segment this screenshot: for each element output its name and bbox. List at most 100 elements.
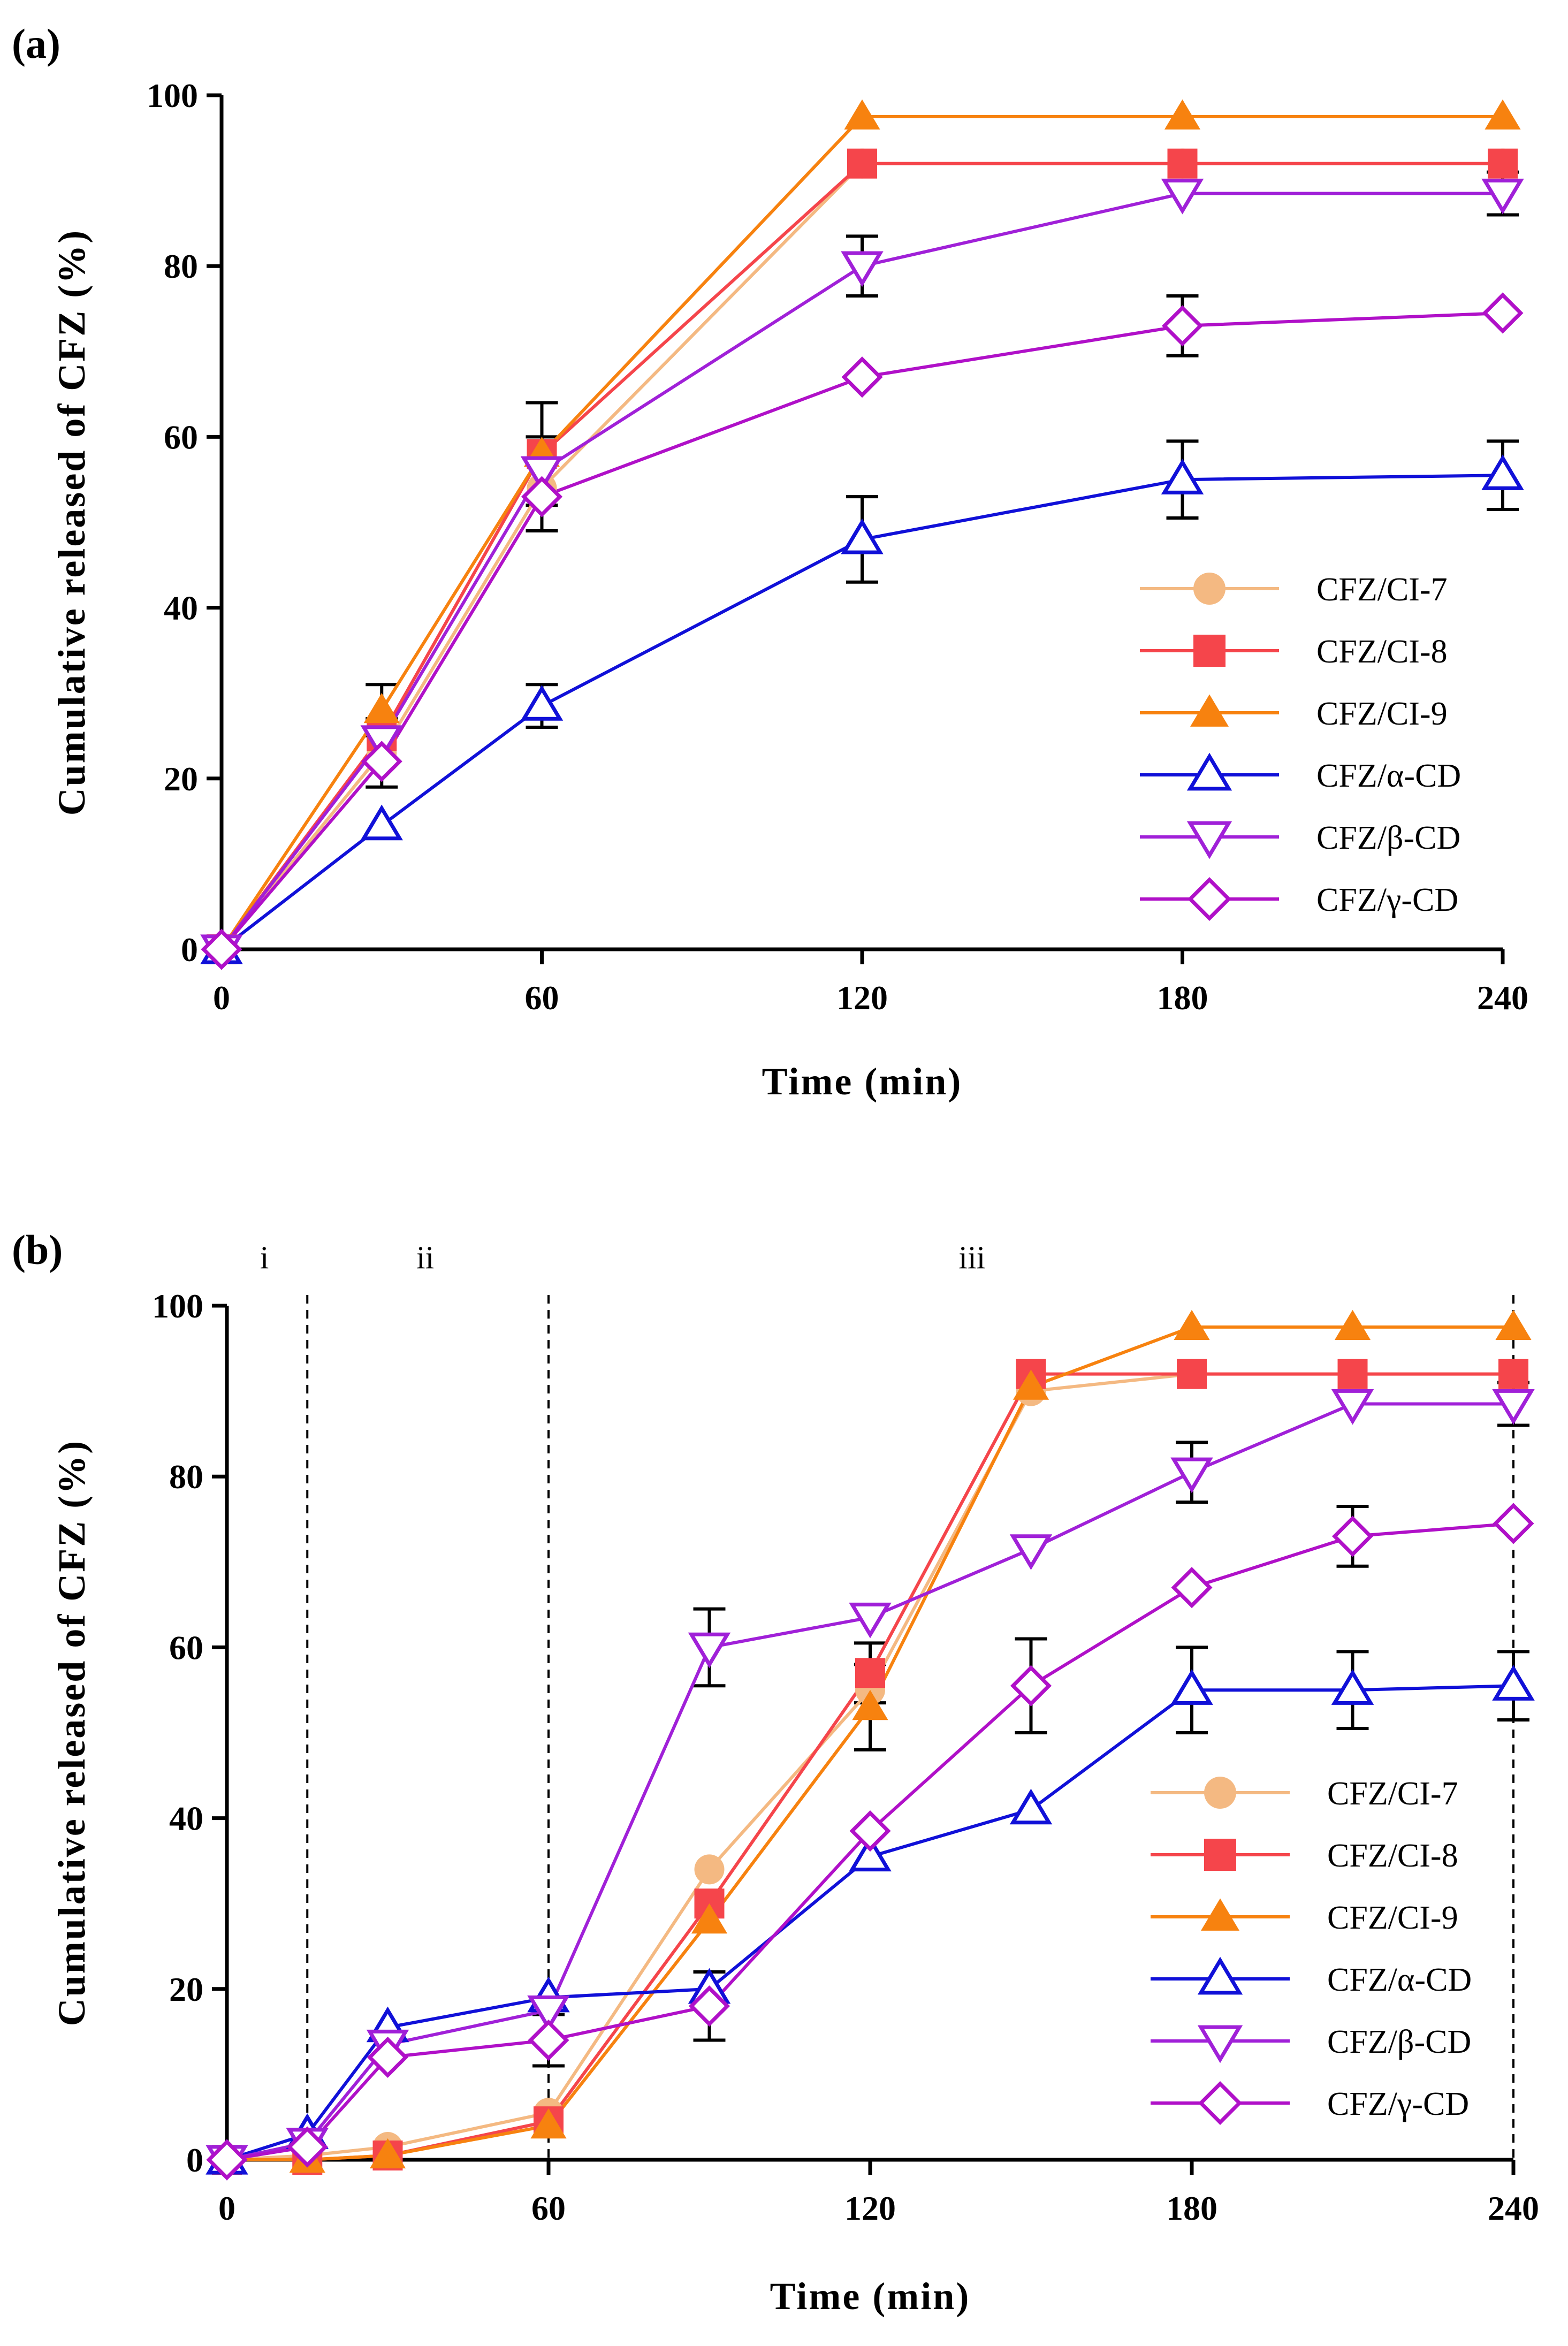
panel-b-y-tick-label: 0 [186,2141,203,2179]
panel-a-legend-label-cfz-beta-cd: CFZ/β-CD [1316,820,1460,856]
panel-b-y-tick-label: 60 [169,1628,203,1666]
panel-b-point-cfz-beta-cd [527,1995,570,2031]
panel-a-legend-marker-cfz-alpha-cd [1186,752,1232,791]
panel-a-legend-label-cfz-ci-7: CFZ/CI-7 [1316,572,1448,608]
panel-a-legend-marker-cfz-gamma-cd [1188,877,1231,921]
panel-b-legend-marker-cfz-ci-8 [1204,1839,1236,1871]
panel-a-point-cfz-gamma-cd [1161,305,1204,347]
panel-a-y-tick-label: 40 [164,589,198,627]
panel-b-legend-label-cfz-beta-cd: CFZ/β-CD [1327,2024,1471,2060]
panel-b-legend-label-cfz-ci-9: CFZ/CI-9 [1327,1900,1458,1936]
panel-b-point-cfz-gamma-cd [528,2020,569,2061]
panel-a-legend-label-cfz-gamma-cd: CFZ/γ-CD [1316,882,1458,918]
panel-b-point-cfz-ci-9 [1495,1309,1532,1340]
panel-b-point-cfz-ci-8 [1498,1359,1528,1389]
panel-a-x-tick-label: 240 [1477,979,1528,1017]
panel-b-label: (b) [12,1227,63,1273]
panel-b-point-cfz-ci-9 [530,2108,567,2139]
panel-b-point-cfz-gamma-cd [286,2126,328,2168]
panel-b-point-cfz-ci-8 [1177,1359,1207,1389]
panel-b-point-cfz-ci-9 [1013,1369,1049,1400]
panel-a-legend-label-cfz-alpha-cd: CFZ/α-CD [1316,758,1461,794]
panel-b-point-cfz-gamma-cd [849,1810,891,1852]
panel-b-legend-marker-cfz-gamma-cd [1198,2081,1242,2125]
panel-a-point-cfz-alpha-cd [1161,459,1204,494]
panel-a-point-cfz-beta-cd [520,456,564,492]
panel-b-y-tick-label: 20 [169,1970,203,2008]
panel-a-x-axis-title: Time (min) [762,1060,963,1103]
panel-b-point-cfz-alpha-cd [1170,1669,1213,1705]
panel-b-point-cfz-beta-cd [688,1632,731,1669]
panel-a-point-cfz-ci-9 [1164,99,1201,130]
panel-a-legend-marker-cfz-ci-8 [1193,635,1226,667]
panel-a-point-cfz-beta-cd [1481,178,1524,215]
panel-a-series-line-cfz-beta-cd [220,192,1503,950]
panel-b-point-cfz-gamma-cd [1010,1665,1052,1707]
panel-b-series-line-cfz-ci-8 [227,1372,1513,2161]
panel-a-point-cfz-ci-9 [1485,99,1521,130]
panel-b-point-cfz-ci-8 [1337,1359,1368,1389]
panel-b-legend-marker-cfz-ci-7 [1204,1777,1236,1809]
panel-a-y-tick-label: 60 [164,418,198,456]
panel-b-series-line-cfz-beta-cd [226,1402,1513,2161]
panel-b-x-tick-label: 0 [218,2189,235,2227]
panel-a-point-cfz-beta-cd [841,251,884,287]
panel-a-series-line-cfz-ci-8 [220,162,1503,950]
panel-a-legend-marker-cfz-ci-9 [1190,694,1229,727]
panel-b-legend-label-cfz-ci-8: CFZ/CI-8 [1327,1838,1458,1874]
panel-a-legend: CFZ/CI-7 CFZ/CI-8 CFZ/CI-9 CFZ/α-CD CFZ/β-CD… [1140,572,1461,921]
panel-b-point-cfz-ci-9 [1174,1309,1210,1340]
panel-b-point-cfz-alpha-cd [1492,1665,1535,1701]
panel-b-y-tick-label: 100 [152,1287,203,1325]
panel-a-legend-label-cfz-ci-9: CFZ/CI-9 [1316,696,1448,732]
panel-a-point-cfz-beta-cd [1161,178,1204,215]
panel-a-point-cfz-alpha-cd [360,804,404,841]
panel-a-x-tick-label: 60 [525,979,559,1017]
panel-b-point-cfz-gamma-cd [367,2036,409,2078]
panel-b-series-line-cfz-gamma-cd [226,1521,1514,2161]
panel-a-chart: (a) 0 20 40 60 80 100 0 60 120 180 240 Time (min) Cum… [12,20,1528,1103]
panel-b-point-cfz-gamma-cd [688,1985,730,2027]
panel-b-series-line-cfz-ci-7 [226,1372,1513,2161]
panel-b-region-label-ii: ii [416,1240,434,1275]
panel-b-y-axis-title: Cumulative released of CFZ (%) [50,1439,93,2027]
panel-b-legend-label-cfz-gamma-cd: CFZ/γ-CD [1327,2086,1469,2122]
panel-b-point-cfz-beta-cd [1331,1389,1374,1425]
panel-b-point-cfz-gamma-cd [1331,1515,1374,1557]
panel-a-series-line-cfz-gamma-cd [220,311,1503,950]
panel-b-y-tick-label: 80 [169,1458,203,1496]
panel-b-y-tick-label: 40 [169,1800,203,1838]
panel-a-point-cfz-gamma-cd [201,928,242,970]
panel-a-point-cfz-gamma-cd [521,476,563,517]
panel-a-legend-marker-cfz-ci-7 [1193,573,1226,605]
panel-a-x-tick-label: 120 [836,979,888,1017]
panel-a-point-cfz-gamma-cd [1482,292,1524,334]
panel-a-point-cfz-gamma-cd [361,741,402,782]
panel-a-legend-label-cfz-ci-8: CFZ/CI-8 [1316,634,1448,670]
panel-a-point-cfz-ci-8 [847,148,877,179]
panel-a-series-line-cfz-ci-9 [220,115,1503,950]
panel-b-series-line-cfz-alpha-cd [226,1684,1514,2161]
panel-b-point-cfz-beta-cd [849,1602,892,1639]
panel-b-point-cfz-gamma-cd [1171,1567,1213,1609]
panel-b-x-tick-label: 180 [1166,2189,1217,2227]
panel-b-legend-label-cfz-ci-7: CFZ/CI-7 [1327,1776,1458,1812]
panel-a-label: (a) [12,20,60,67]
panel-b-point-cfz-beta-cd [1009,1534,1053,1570]
panel-b-point-cfz-beta-cd [1492,1389,1535,1425]
panel-a-x-tick-label: 180 [1157,979,1208,1017]
panel-b-x-tick-label: 240 [1488,2189,1539,2227]
panel-a-point-cfz-alpha-cd [1481,454,1524,490]
panel-b-point-cfz-alpha-cd [1331,1669,1374,1705]
panel-b-point-cfz-ci-9 [852,1689,888,1720]
panel-b-legend-label-cfz-alpha-cd: CFZ/α-CD [1327,1962,1472,1998]
panel-a-point-cfz-alpha-cd [841,518,884,554]
panel-b-region-label-iii: iii [958,1240,985,1275]
panel-a-y-tick-label: 20 [164,760,198,798]
panel-b-point-cfz-gamma-cd [206,2139,248,2181]
panel-b-legend-marker-cfz-ci-9 [1201,1898,1239,1931]
panel-b-point-cfz-beta-cd [1170,1457,1213,1494]
panel-b-point-cfz-ci-9 [369,2138,406,2169]
